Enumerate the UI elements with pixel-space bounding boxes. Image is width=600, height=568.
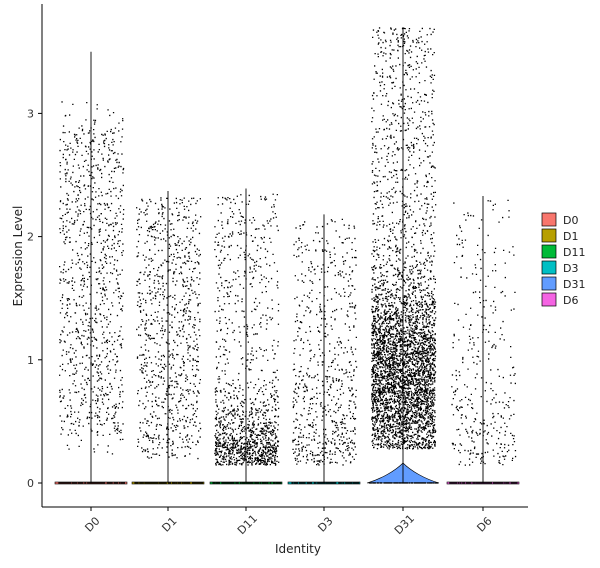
jitter-points-D31	[369, 27, 439, 484]
legend-swatch-D6	[541, 292, 557, 307]
legend-label-D11: D11	[563, 246, 585, 259]
y-tick-label: 3	[27, 107, 34, 120]
y-tick-label: 2	[27, 231, 34, 244]
jitter-points-D3	[291, 218, 360, 484]
violin-group-D6	[446, 195, 520, 485]
violin-group-D1	[131, 191, 205, 485]
legend-swatch-D3	[541, 260, 557, 275]
y-tick-label: 1	[27, 354, 34, 367]
violin-group-D3	[287, 214, 361, 485]
violin-group-D11	[209, 188, 283, 485]
plot-area	[54, 27, 520, 485]
violin-group-D31	[366, 27, 440, 484]
legend-label-D6: D6	[563, 294, 578, 307]
legend-label-D31: D31	[563, 278, 585, 291]
legend-swatch-D11	[541, 244, 557, 259]
legend-swatch-D31	[541, 276, 557, 291]
legend: D0 D1 D11 D3 D31 D6	[541, 212, 585, 307]
legend-swatch-D1	[541, 228, 557, 243]
legend-label-D0: D0	[563, 214, 578, 227]
violin-group-D0	[54, 51, 128, 485]
y-axis-title: Expression Level	[11, 206, 25, 307]
x-axis-title: Identity	[275, 542, 321, 556]
legend-swatch-D0	[541, 212, 557, 227]
legend-label-D3: D3	[563, 262, 578, 275]
y-tick-label: 0	[27, 477, 34, 490]
y-ticks: 0 1 2 3	[27, 107, 42, 490]
legend-label-D1: D1	[563, 230, 578, 243]
